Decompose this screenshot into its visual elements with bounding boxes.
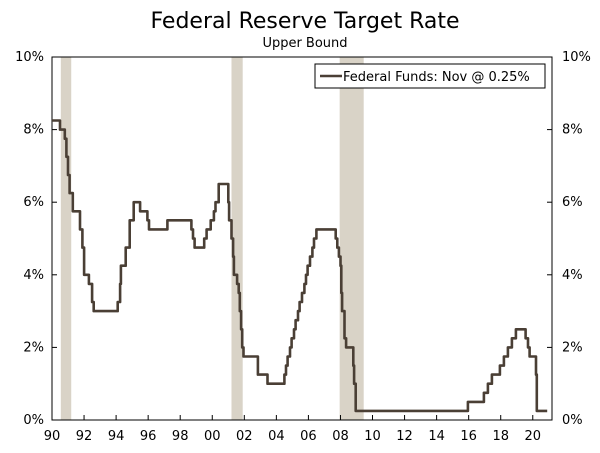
- legend: Federal Funds: Nov @ 0.25%: [314, 63, 546, 89]
- recession-bands: [60, 57, 364, 420]
- x-tick-label: 08: [332, 429, 349, 444]
- x-tick-label: 90: [44, 429, 61, 444]
- y-tick-left-label: 10%: [15, 50, 44, 65]
- x-tick-label: 02: [236, 429, 253, 444]
- x-tick-label: 04: [268, 429, 285, 444]
- x-tick-label: 10: [364, 429, 381, 444]
- x-tick-label: 96: [140, 429, 157, 444]
- federal-funds-line: [52, 119, 548, 413]
- recession-band-3: [339, 57, 364, 420]
- recession-band-2: [231, 57, 243, 420]
- legend-box: [314, 63, 546, 89]
- y-axis-right: 0% 2% 4% 6% 8% 10%: [547, 50, 591, 428]
- y-tick-left-label: 0%: [23, 413, 44, 428]
- legend-label: Federal Funds: Nov @ 0.25%: [343, 70, 530, 85]
- x-tick-label: 18: [492, 429, 509, 444]
- y-tick-right-label: 10%: [562, 50, 591, 65]
- y-tick-right-label: 0%: [562, 413, 583, 428]
- x-tick-label: 06: [300, 429, 317, 444]
- x-tick-label: 14: [428, 429, 445, 444]
- chart-subtitle: Upper Bound: [262, 36, 347, 51]
- y-tick-right-label: 2%: [562, 340, 583, 355]
- x-tick-label: 98: [172, 429, 189, 444]
- y-tick-left-label: 2%: [23, 340, 44, 355]
- y-tick-right-label: 4%: [562, 268, 583, 283]
- recession-band-1: [60, 57, 72, 420]
- x-axis: 90 92 94 96 98 00 02 04 06 08 10 12 14 16 18 20: [44, 415, 541, 444]
- y-tick-left-label: 6%: [23, 195, 44, 210]
- x-tick-label: 00: [204, 429, 221, 444]
- y-axis-left: 0% 2% 4% 6% 8% 10%: [15, 50, 57, 428]
- plot-area: [51, 56, 553, 421]
- y-tick-right-label: 8%: [562, 123, 583, 138]
- y-tick-left-label: 4%: [23, 268, 44, 283]
- x-tick-label: 16: [460, 429, 477, 444]
- y-tick-left-label: 8%: [23, 123, 44, 138]
- x-tick-label: 94: [108, 429, 125, 444]
- y-tick-right-label: 6%: [562, 195, 583, 210]
- x-tick-label: 12: [396, 429, 413, 444]
- x-tick-label: 92: [76, 429, 93, 444]
- x-tick-label: 20: [524, 429, 541, 444]
- chart-title: Federal Reserve Target Rate: [150, 9, 459, 34]
